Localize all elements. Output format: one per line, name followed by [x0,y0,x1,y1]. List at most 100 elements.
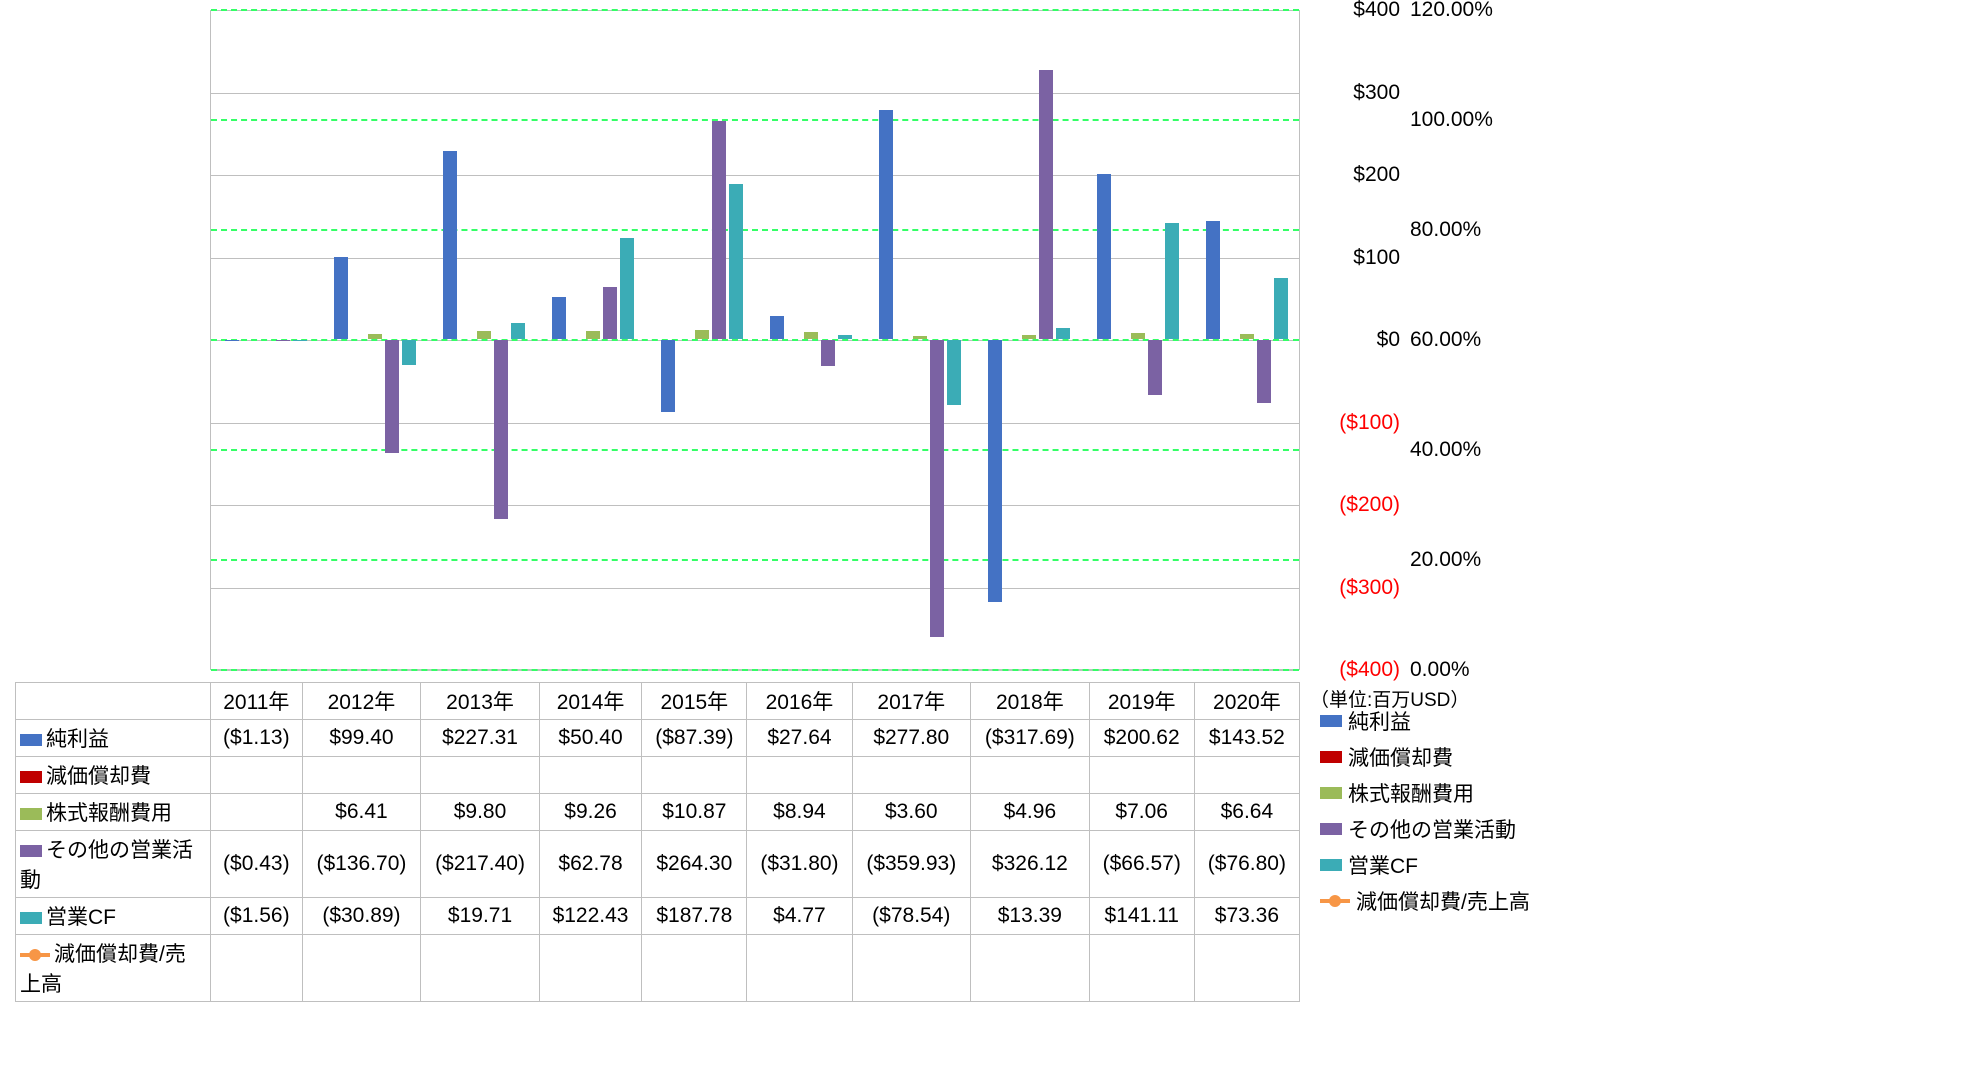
bar-s5-6 [947,340,961,405]
cell-s4-4: $264.30 [642,831,747,898]
cell-s1-8: $200.62 [1089,720,1194,757]
bar-s3-4 [695,330,709,339]
y1-tick-8: ($400) [1339,658,1400,682]
bar-s4-6 [930,340,944,637]
cell-s3-3: $9.26 [539,794,641,831]
cell-s6-9 [1194,935,1299,1002]
cell-s6-3 [539,935,641,1002]
cell-s6-2 [421,935,540,1002]
row-head-s2: 減価償却費 [16,757,211,794]
cell-s1-0: ($1.13) [211,720,303,757]
bar-s4-5 [821,340,835,366]
y1-tick-6: ($200) [1339,493,1400,517]
cell-s6-7 [971,935,1090,1002]
cell-s5-8: $141.11 [1089,898,1194,935]
legend-s1: 純利益 [1320,706,1530,736]
cell-s6-0 [211,935,303,1002]
bar-s1-2 [443,151,457,339]
bar-s4-7 [1039,70,1053,339]
legend: 純利益減価償却費株式報酬費用その他の営業活動営業CF減価償却費/売上高 [1320,700,1530,922]
cell-s4-0: ($0.43) [211,831,303,898]
cell-s4-2: ($217.40) [421,831,540,898]
table-year-3: 2014年 [539,683,641,720]
cell-s3-4: $10.87 [642,794,747,831]
bar-s1-8 [1097,174,1111,340]
cell-s4-7: $326.12 [971,831,1090,898]
table-corner [16,683,211,720]
cell-s2-3 [539,757,641,794]
legend-s3: 株式報酬費用 [1320,778,1530,808]
plot-area [210,10,1300,670]
legend-s4: その他の営業活動 [1320,814,1530,844]
cell-s5-7: $13.39 [971,898,1090,935]
bar-s4-9 [1257,340,1271,403]
table-year-6: 2017年 [852,683,971,720]
bar-s4-1 [385,340,399,453]
bar-s1-5 [770,316,784,339]
cell-s2-8 [1089,757,1194,794]
bar-s3-2 [477,331,491,339]
bar-s1-3 [552,297,566,339]
y1-tick-2: $200 [1353,163,1400,187]
y1-tick-3: $100 [1353,246,1400,270]
y2-tick-5: 20.00% [1410,548,1481,572]
bar-s1-4 [661,340,675,412]
y1-tick-1: $300 [1353,81,1400,105]
bar-s5-7 [1056,328,1070,339]
cell-s5-1: ($30.89) [302,898,421,935]
cell-s2-1 [302,757,421,794]
table-year-7: 2018年 [971,683,1090,720]
cell-s5-9: $73.36 [1194,898,1299,935]
cell-s3-7: $4.96 [971,794,1090,831]
cell-s2-7 [971,757,1090,794]
cell-s1-6: $277.80 [852,720,971,757]
y2-tick-4: 40.00% [1410,438,1481,462]
cell-s5-2: $19.71 [421,898,540,935]
bar-s3-1 [368,334,382,339]
cell-s5-0: ($1.56) [211,898,303,935]
bar-s5-3 [620,238,634,339]
y2-tick-6: 0.00% [1410,658,1470,682]
table-year-8: 2019年 [1089,683,1194,720]
cell-s1-7: ($317.69) [971,720,1090,757]
cell-s6-8 [1089,935,1194,1002]
table-year-4: 2015年 [642,683,747,720]
table-year-0: 2011年 [211,683,303,720]
bar-s3-8 [1131,333,1145,339]
bar-s5-2 [511,323,525,339]
cell-s2-0 [211,757,303,794]
cell-s5-5: $4.77 [747,898,852,935]
row-head-s3: 株式報酬費用 [16,794,211,831]
cell-s5-6: ($78.54) [852,898,971,935]
bar-s5-4 [729,184,743,339]
bar-s1-6 [879,110,893,339]
cell-s6-4 [642,935,747,1002]
cell-s2-6 [852,757,971,794]
bar-s1-0 [225,340,239,341]
cell-s4-6: ($359.93) [852,831,971,898]
bar-s3-9 [1240,334,1254,339]
table-year-2: 2013年 [421,683,540,720]
y1-tick-5: ($100) [1339,411,1400,435]
bar-s4-3 [603,287,617,339]
cell-s5-3: $122.43 [539,898,641,935]
bar-s4-4 [712,121,726,339]
cell-s6-5 [747,935,852,1002]
y1-tick-0: $400 [1353,0,1400,22]
bar-s3-5 [804,332,818,339]
y2-axis-labels: 120.00%100.00%80.00%60.00%40.00%20.00%0.… [1410,10,1510,670]
data-table: 2011年2012年2013年2014年2015年2016年2017年2018年… [15,682,1300,1002]
y2-tick-2: 80.00% [1410,218,1481,242]
bar-s1-9 [1206,221,1220,339]
chart-container: $400$300$200$100$0($100)($200)($300)($40… [0,0,1988,1071]
cell-s3-1: $6.41 [302,794,421,831]
cell-s1-3: $50.40 [539,720,641,757]
bar-s3-7 [1022,335,1036,339]
bar-s5-8 [1165,223,1179,339]
cell-s3-5: $8.94 [747,794,852,831]
row-head-s6: 減価償却費/売上高 [16,935,211,1002]
cell-s4-9: ($76.80) [1194,831,1299,898]
cell-s6-6 [852,935,971,1002]
cell-s3-2: $9.80 [421,794,540,831]
row-head-s4: その他の営業活動 [16,831,211,898]
